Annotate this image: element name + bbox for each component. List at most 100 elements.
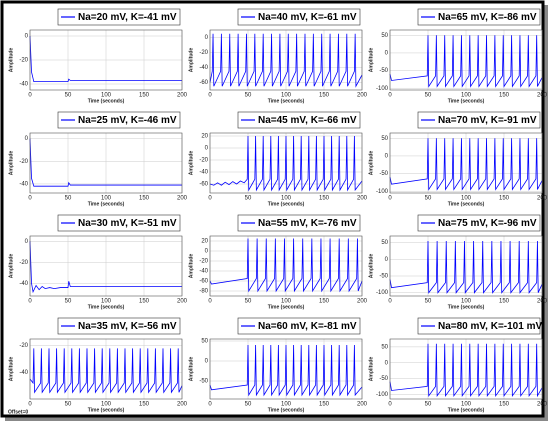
x-tick-label: 0 bbox=[208, 402, 212, 408]
y-tick-label: 0 bbox=[25, 136, 29, 142]
x-tick-label: 100 bbox=[461, 196, 472, 202]
x-tick-label: 0 bbox=[208, 93, 212, 99]
x-tick-label: 50 bbox=[245, 196, 252, 202]
x-tick-label: 50 bbox=[425, 402, 432, 408]
x-tick-label: 100 bbox=[101, 299, 112, 305]
x-tick-label: 100 bbox=[101, 402, 112, 408]
signal-line bbox=[209, 238, 363, 293]
x-tick-label: 200 bbox=[177, 93, 188, 99]
y-tick-label: 50 bbox=[381, 136, 388, 142]
y-tick-label: -80 bbox=[199, 289, 208, 295]
y-tick-label: -60 bbox=[199, 80, 208, 86]
axes-box bbox=[209, 235, 363, 297]
x-tick-label: 0 bbox=[28, 93, 32, 99]
axes-box bbox=[29, 338, 183, 400]
y-tick-label: 20 bbox=[201, 239, 208, 245]
legend-label: Na=65 mV, K=-86 mV bbox=[438, 12, 537, 23]
y-axis-label: Amplitude bbox=[188, 48, 194, 73]
signal-line bbox=[29, 35, 182, 82]
y-tick-label: -40 bbox=[199, 269, 208, 275]
axes-box bbox=[29, 132, 183, 194]
signal-line bbox=[29, 348, 183, 394]
x-tick-label: 50 bbox=[245, 299, 252, 305]
legend-label: Na=60 mV, K=-81 mV bbox=[258, 321, 357, 332]
x-axis-label: Time (seconds) bbox=[88, 304, 125, 310]
legend-box bbox=[237, 317, 361, 335]
x-tick-label: 200 bbox=[177, 196, 188, 202]
x-tick-label: 100 bbox=[101, 93, 112, 99]
x-tick-label: 0 bbox=[28, 196, 32, 202]
axes-box bbox=[29, 29, 183, 91]
y-axis-label: Amplitude bbox=[188, 151, 194, 176]
y-axis-label: Amplitude bbox=[368, 151, 374, 176]
legend-label: Na=20 mV, K=-41 mV bbox=[78, 12, 177, 23]
y-tick-label: -20 bbox=[19, 343, 28, 349]
y-axis-label: Amplitude bbox=[8, 151, 14, 176]
y-tick-label: 0 bbox=[385, 360, 389, 366]
x-tick-label: 200 bbox=[537, 196, 548, 202]
y-tick-label: -50 bbox=[379, 171, 388, 177]
y-tick-label: 0 bbox=[385, 51, 389, 57]
y-axis-label: Amplitude bbox=[188, 254, 194, 279]
y-tick-label: 0 bbox=[205, 249, 209, 255]
x-axis-label: Time (seconds) bbox=[448, 201, 485, 207]
y-axis-label: Amplitude bbox=[8, 357, 14, 382]
x-tick-label: 50 bbox=[425, 196, 432, 202]
axes-box bbox=[209, 338, 363, 400]
y-tick-label: 0 bbox=[385, 154, 389, 160]
signal-line bbox=[389, 138, 543, 191]
x-axis-label: Time (seconds) bbox=[448, 407, 485, 413]
y-tick-label: -40 bbox=[19, 281, 28, 287]
x-tick-label: 0 bbox=[28, 402, 32, 408]
y-tick-label: 50 bbox=[381, 240, 388, 246]
legend-box bbox=[57, 317, 181, 335]
y-tick-label: -20 bbox=[19, 58, 28, 64]
y-tick-label: -60 bbox=[199, 279, 208, 285]
x-tick-label: 50 bbox=[65, 93, 72, 99]
legend-label: Na=25 mV, K=-46 mV bbox=[78, 115, 177, 126]
x-axis-label: Time (seconds) bbox=[268, 201, 305, 207]
y-tick-label: -20 bbox=[199, 259, 208, 265]
y-tick-label: -40 bbox=[199, 170, 208, 176]
x-axis-label: Time (seconds) bbox=[448, 304, 485, 310]
y-tick-label: -60 bbox=[199, 182, 208, 188]
y-tick-label: 0 bbox=[25, 239, 29, 245]
x-tick-label: 0 bbox=[208, 196, 212, 202]
x-tick-label: 200 bbox=[357, 299, 368, 305]
axes-box bbox=[209, 132, 363, 194]
y-tick-label: -20 bbox=[199, 158, 208, 164]
y-tick-label: -50 bbox=[379, 274, 388, 280]
x-tick-label: 200 bbox=[357, 196, 368, 202]
x-tick-label: 100 bbox=[281, 299, 292, 305]
x-tick-label: 150 bbox=[139, 299, 150, 305]
x-tick-label: 0 bbox=[388, 196, 392, 202]
x-tick-label: 50 bbox=[245, 93, 252, 99]
x-tick-label: 100 bbox=[281, 402, 292, 408]
y-axis-label: Amplitude bbox=[368, 254, 374, 279]
legend-box bbox=[237, 214, 361, 232]
axes-box bbox=[389, 235, 543, 297]
y-tick-label: -50 bbox=[379, 376, 388, 382]
legend-box bbox=[57, 214, 181, 232]
axes-box bbox=[389, 132, 543, 194]
annotation: Offset=0 bbox=[8, 409, 28, 415]
x-tick-label: 100 bbox=[281, 93, 292, 99]
signal-line bbox=[29, 138, 182, 187]
y-tick-label: 0 bbox=[205, 146, 209, 152]
x-tick-label: 150 bbox=[139, 402, 150, 408]
y-tick-label: -100 bbox=[376, 86, 389, 92]
y-axis-label: Amplitude bbox=[8, 48, 14, 73]
y-tick-label: -20 bbox=[19, 260, 28, 266]
legend-box bbox=[417, 8, 541, 26]
x-tick-label: 0 bbox=[388, 93, 392, 99]
legend-label: Na=40 mV, K=-61 mV bbox=[258, 12, 357, 23]
signal-line bbox=[389, 240, 543, 294]
y-axis-label: Amplitude bbox=[8, 254, 14, 279]
x-axis-label: Time (seconds) bbox=[268, 407, 305, 413]
x-tick-label: 0 bbox=[28, 299, 32, 305]
y-axis-label: Amplitude bbox=[368, 48, 374, 73]
y-tick-label: -40 bbox=[19, 182, 28, 188]
y-tick-label: -40 bbox=[19, 82, 28, 88]
y-tick-label: 0 bbox=[385, 257, 389, 263]
x-tick-label: 150 bbox=[319, 299, 330, 305]
